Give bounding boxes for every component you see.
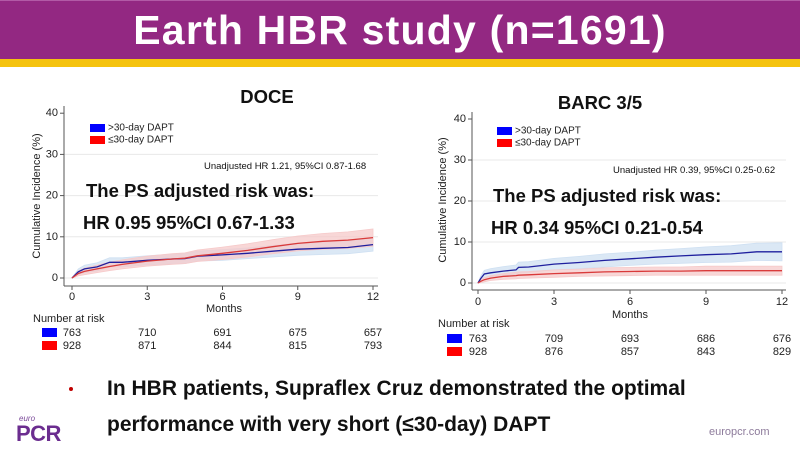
bullet-icon bbox=[69, 387, 73, 391]
risk-value: 857 bbox=[621, 346, 639, 358]
x-tick-label: 6 bbox=[627, 296, 633, 308]
y-axis-label: Cumulative Incidence (%) bbox=[437, 137, 449, 262]
footer-url[interactable]: europcr.com bbox=[709, 426, 770, 438]
y-tick-label: 10 bbox=[454, 236, 466, 248]
risk-value: 871 bbox=[138, 340, 156, 352]
y-axis-label: Cumulative Incidence (%) bbox=[31, 133, 43, 258]
x-tick-label: 12 bbox=[776, 296, 788, 308]
risk-value: 928 bbox=[63, 340, 81, 352]
risk-value: 844 bbox=[213, 340, 231, 352]
chart-barc: BARC 3/5 0 10 20 30 40 0 3 6 9 12 Months Cumulative … bbox=[437, 92, 791, 358]
ps-adjusted-hr: HR 0.34 95%CI 0.21-0.54 bbox=[491, 217, 704, 238]
risk-table-title: Number at risk bbox=[438, 318, 510, 330]
x-tick-label: 12 bbox=[367, 291, 379, 303]
legend-label: >30-day DAPT bbox=[515, 126, 581, 137]
x-tick-label: 9 bbox=[703, 296, 709, 308]
risk-row-swatch bbox=[447, 347, 462, 356]
x-tick-label: 3 bbox=[551, 296, 557, 308]
ps-adjusted-hr: HR 0.95 95%CI 0.67-1.33 bbox=[83, 212, 295, 233]
logo-euro-text: euro bbox=[19, 414, 36, 423]
chart-title: DOCE bbox=[240, 86, 293, 107]
y-tick-label: 30 bbox=[454, 154, 466, 166]
risk-row-swatch bbox=[42, 328, 57, 337]
x-tick-label: 9 bbox=[295, 291, 301, 303]
x-axis-label: Months bbox=[612, 309, 649, 321]
unadjusted-hr-annotation: Unadjusted HR 1.21, 95%CI 0.87-1.68 bbox=[204, 161, 366, 172]
legend-swatch bbox=[497, 139, 512, 147]
number-at-risk-table: Number at risk 763 709 693 686 676 928 876 857 84… bbox=[438, 318, 791, 358]
risk-table-row: 928 871 844 815 793 bbox=[42, 340, 382, 352]
series-line-1 bbox=[71, 236, 374, 279]
risk-value: 676 bbox=[773, 333, 791, 345]
y-tick-label: 0 bbox=[52, 272, 58, 284]
x-tick-label: 0 bbox=[69, 291, 75, 303]
risk-value: 843 bbox=[697, 346, 715, 358]
title-banner: Earth HBR study (n=1691) bbox=[0, 0, 800, 59]
series-line-1 bbox=[477, 270, 782, 284]
risk-value: 815 bbox=[289, 340, 307, 352]
risk-table-title: Number at risk bbox=[33, 313, 105, 325]
chart-title: BARC 3/5 bbox=[558, 92, 642, 113]
series-line-0 bbox=[477, 251, 782, 284]
legend-swatch bbox=[90, 124, 105, 132]
number-at-risk-table: Number at risk 763 710 691 675 657 928 871 844 81… bbox=[33, 313, 382, 352]
logo-pcr-text: PCR bbox=[16, 421, 61, 446]
unadjusted-hr-annotation: Unadjusted HR 0.39, 95%CI 0.25-0.62 bbox=[613, 165, 775, 176]
risk-value: 709 bbox=[545, 333, 563, 345]
conclusion-line-1: In HBR patients, Supraflex Cruz demonstr… bbox=[107, 377, 686, 400]
legend-label: >30-day DAPT bbox=[108, 123, 174, 134]
x-axis-label: Months bbox=[206, 303, 243, 315]
conclusion-line-2: performance with very short (≤30-day) DA… bbox=[107, 413, 551, 436]
y-tick-label: 30 bbox=[46, 148, 58, 160]
ps-adjusted-label: The PS adjusted risk was: bbox=[86, 180, 314, 201]
slide-title: Earth HBR study (n=1691) bbox=[133, 7, 667, 53]
risk-value: 876 bbox=[545, 346, 563, 358]
x-tick-label: 6 bbox=[219, 291, 225, 303]
risk-value: 763 bbox=[63, 327, 81, 339]
risk-value: 657 bbox=[364, 327, 382, 339]
risk-row-swatch bbox=[42, 341, 57, 350]
risk-row-swatch bbox=[447, 334, 462, 343]
risk-value: 763 bbox=[469, 333, 487, 345]
y-tick-label: 0 bbox=[460, 277, 466, 289]
ps-adjusted-label: The PS adjusted risk was: bbox=[493, 185, 721, 206]
risk-value: 693 bbox=[621, 333, 639, 345]
legend-label: ≤30-day DAPT bbox=[108, 135, 174, 146]
y-tick-label: 20 bbox=[454, 195, 466, 207]
risk-table-row: 928 876 857 843 829 bbox=[447, 346, 791, 358]
legend-swatch bbox=[90, 136, 105, 144]
risk-table-row: 763 710 691 675 657 bbox=[42, 327, 382, 339]
chart-legend: >30-day DAPT≤30-day DAPT bbox=[90, 123, 174, 146]
risk-value: 710 bbox=[138, 327, 156, 339]
risk-value: 928 bbox=[469, 346, 487, 358]
risk-value: 691 bbox=[213, 327, 231, 339]
x-tick-label: 3 bbox=[144, 291, 150, 303]
risk-value: 793 bbox=[364, 340, 382, 352]
y-tick-label: 10 bbox=[46, 231, 58, 243]
x-tick-label: 0 bbox=[475, 296, 481, 308]
risk-table-row: 763 709 693 686 676 bbox=[447, 333, 791, 345]
risk-value: 829 bbox=[773, 346, 791, 358]
y-tick-label: 40 bbox=[46, 107, 58, 119]
legend-swatch bbox=[497, 127, 512, 135]
chart-legend: >30-day DAPT≤30-day DAPT bbox=[497, 126, 581, 149]
chart-doce: DOCE 0 10 20 30 40 0 3 6 9 12 Months Cumulative Inci… bbox=[31, 86, 382, 352]
y-tick-label: 20 bbox=[46, 190, 58, 202]
risk-value: 675 bbox=[289, 327, 307, 339]
risk-value: 686 bbox=[697, 333, 715, 345]
accent-bar bbox=[0, 59, 800, 67]
legend-label: ≤30-day DAPT bbox=[515, 138, 581, 149]
y-tick-label: 40 bbox=[454, 113, 466, 125]
